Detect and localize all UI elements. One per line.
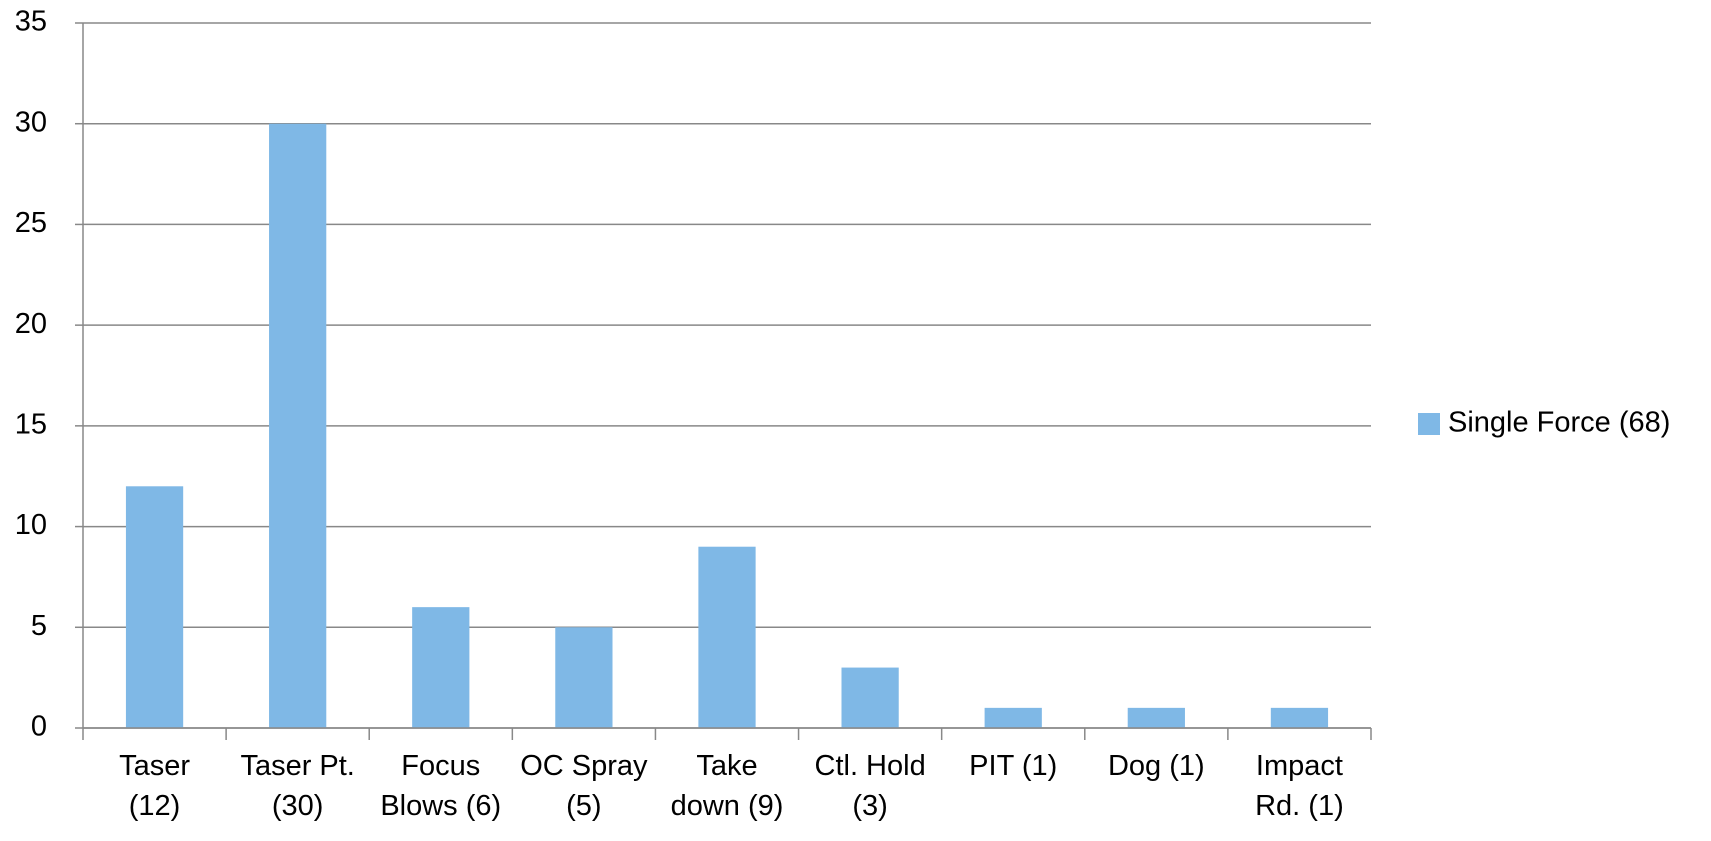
bar <box>1270 707 1329 728</box>
y-tick-label: 0 <box>31 711 47 743</box>
bar <box>269 123 327 728</box>
bar <box>841 667 899 728</box>
bar <box>1127 707 1185 728</box>
x-tick-label: Taser Pt. (30) <box>240 750 355 822</box>
y-tick-label: 5 <box>31 610 47 642</box>
bar <box>555 627 613 728</box>
y-tick-label: 25 <box>15 207 47 239</box>
y-tick-label: 20 <box>15 308 47 340</box>
bar <box>984 707 1042 728</box>
x-tick-label: OC Spray (5) <box>520 750 648 822</box>
x-tick-label: Focus Blows (6) <box>380 750 502 822</box>
x-tick-label: Impact Rd. (1) <box>1255 750 1344 822</box>
y-tick-label: 15 <box>15 409 47 441</box>
x-tick-label: Ctl. Hold (3) <box>814 750 926 822</box>
bar <box>698 546 756 728</box>
x-tick-label: PIT (1) <box>969 750 1058 782</box>
x-tick-label: Take down (9) <box>670 750 784 822</box>
legend-swatch <box>1418 413 1440 435</box>
y-tick-label: 35 <box>15 6 47 38</box>
y-tick-label: 10 <box>15 509 47 541</box>
bar <box>125 486 184 728</box>
legend-label: Single Force (68) <box>1448 407 1670 439</box>
x-tick-label: Dog (1) <box>1107 750 1205 782</box>
y-tick-label: 30 <box>15 106 47 138</box>
bar <box>412 607 470 728</box>
x-tick-label: Taser (12) <box>119 750 190 822</box>
